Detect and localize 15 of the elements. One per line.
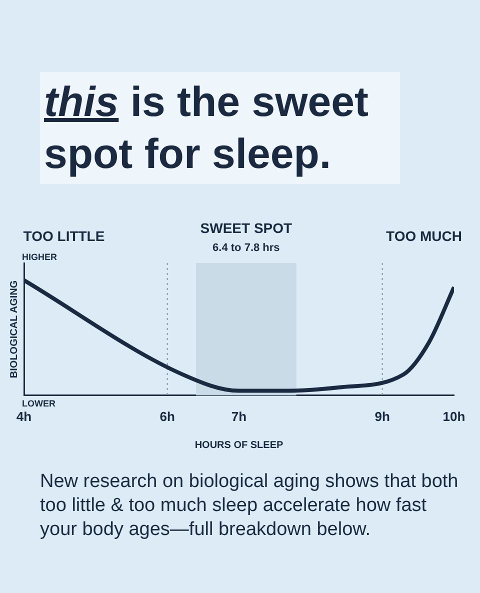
x-tick-label: 7h	[231, 408, 247, 424]
text: TOO LITTLE	[23, 228, 105, 244]
x-tick-label: 4h	[16, 408, 32, 424]
text: LOWER	[22, 398, 56, 408]
x-tick-label: 6h	[160, 408, 175, 424]
x-tick-label: 10h	[442, 408, 466, 424]
chart-title: this is the sweet spot for sleep.	[40, 72, 400, 184]
text: New research on biological aging shows that both too little & too much sleep accelerate how fast your body ages—full breakdown below.	[40, 470, 460, 542]
x-axis-title: HOURS OF SLEEP	[194, 440, 284, 451]
text: TOO MUCH	[386, 228, 462, 244]
text: HIGHER	[22, 252, 58, 262]
text: 6.4 to 7.8 hrs	[212, 242, 280, 254]
x-tick-label: 9h	[374, 408, 390, 424]
y-axis-title: BIOLOGICAL AGING	[8, 280, 20, 378]
band-label: SWEET SPOT	[200, 220, 293, 236]
